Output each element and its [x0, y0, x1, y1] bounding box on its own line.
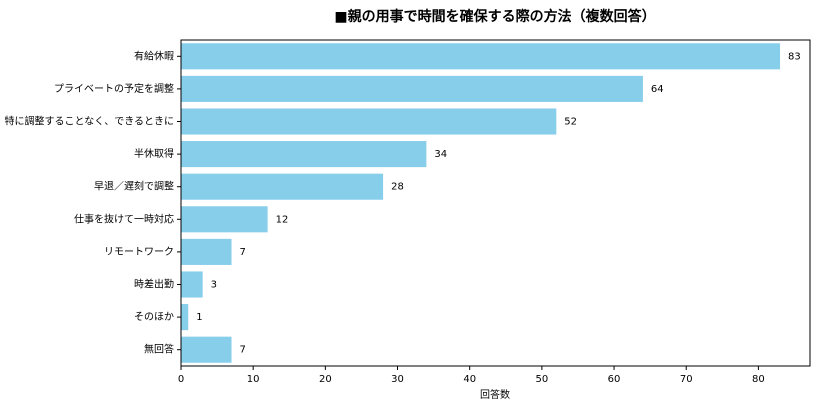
x-axis-label: 回答数	[480, 388, 510, 401]
value-label: 64	[651, 84, 664, 95]
value-label: 7	[240, 247, 246, 258]
bar	[181, 108, 557, 135]
y-tick-label: 特に調整することなく、できるときに	[5, 115, 175, 128]
y-tick-label: そのほか	[134, 311, 174, 323]
x-tick-label: 20	[319, 374, 332, 385]
x-tick-label: 10	[247, 374, 260, 385]
x-tick-label: 70	[680, 374, 693, 385]
value-label: 3	[211, 280, 217, 291]
value-label: 7	[240, 345, 246, 356]
y-tick-label: 有給休暇	[134, 49, 174, 62]
bar	[181, 304, 189, 331]
y-tick-label: プライベートの予定を調整	[54, 82, 174, 95]
bar	[181, 271, 203, 298]
y-tick-label: 時差出勤	[134, 278, 174, 291]
x-tick-label: 50	[536, 374, 549, 385]
value-label: 1	[196, 312, 202, 323]
x-tick-label: 40	[463, 374, 476, 385]
value-label: 34	[434, 149, 447, 160]
y-tick-label: 仕事を抜けて一時対応	[74, 212, 174, 225]
value-label: 28	[391, 182, 404, 193]
bar	[181, 43, 781, 70]
y-tick-label: 半休取得	[134, 147, 174, 160]
bar	[181, 141, 427, 168]
x-tick-label: 0	[178, 374, 184, 385]
value-label: 83	[788, 51, 801, 62]
bar	[181, 336, 232, 363]
chart-title: ■親の用事で時間を確保する際の方法（複数回答）	[334, 8, 655, 25]
x-tick-label: 60	[608, 374, 621, 385]
bar	[181, 206, 268, 233]
value-label: 52	[564, 117, 577, 128]
y-tick-label: リモートワーク	[104, 246, 174, 258]
y-tick-label: 無回答	[144, 343, 174, 356]
bar	[181, 173, 384, 200]
x-tick-label: 80	[752, 374, 765, 385]
y-tick-label: 早退／遅刻で調整	[94, 180, 174, 193]
bar	[181, 75, 643, 102]
plot-frame	[180, 39, 811, 367]
bar	[181, 238, 232, 265]
x-tick-label: 30	[391, 374, 404, 385]
value-label: 12	[276, 214, 289, 225]
